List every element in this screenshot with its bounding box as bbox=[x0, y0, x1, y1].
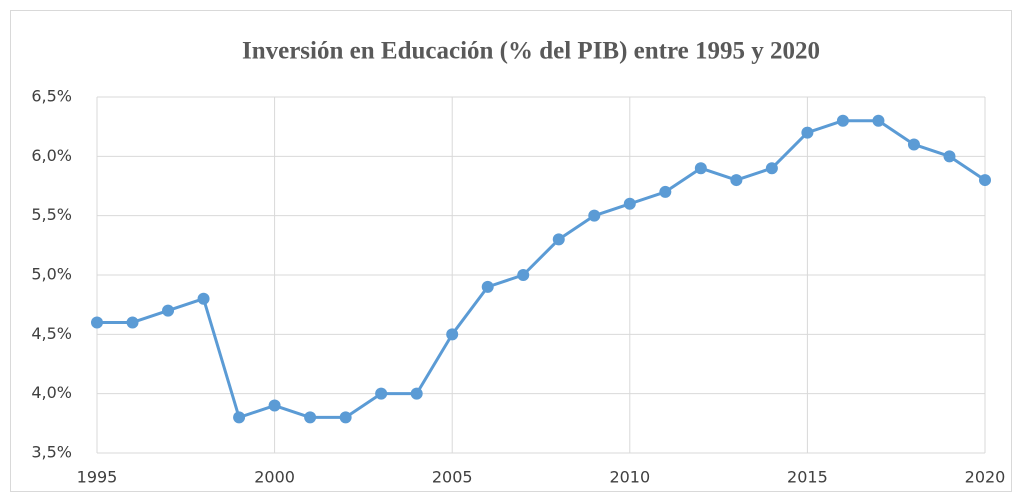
data-point bbox=[268, 399, 281, 412]
data-point bbox=[979, 174, 991, 187]
x-tick-label: 2005 bbox=[432, 468, 473, 487]
data-point bbox=[162, 304, 175, 317]
y-tick-label: 6,5% bbox=[31, 87, 72, 106]
data-point bbox=[517, 269, 530, 281]
data-point bbox=[694, 162, 707, 175]
y-tick-label: 4,0% bbox=[31, 383, 72, 402]
y-tick-label: 3,5% bbox=[31, 443, 72, 462]
data-point bbox=[552, 233, 565, 246]
y-tick-label: 6,0% bbox=[31, 146, 72, 165]
data-point bbox=[801, 126, 814, 139]
data-point bbox=[304, 411, 317, 424]
data-point bbox=[481, 280, 494, 293]
data-point bbox=[765, 162, 778, 175]
data-point bbox=[197, 292, 210, 305]
series-line bbox=[97, 119, 986, 419]
data-point bbox=[659, 185, 672, 198]
y-tick-label: 5,0% bbox=[31, 265, 72, 284]
data-point bbox=[446, 328, 459, 341]
data-point bbox=[730, 174, 743, 187]
data-point bbox=[233, 411, 246, 424]
data-point bbox=[410, 387, 423, 400]
x-tick-label: 2015 bbox=[787, 468, 828, 487]
y-tick-label: 4,5% bbox=[31, 324, 72, 343]
chart-title: Inversión en Educación (% del PIB) entre… bbox=[242, 38, 820, 65]
x-tick-label: 1995 bbox=[77, 468, 118, 487]
data-point bbox=[339, 411, 352, 424]
x-tick-label: 2020 bbox=[965, 468, 1006, 487]
x-tick-label: 2010 bbox=[609, 468, 650, 487]
data-point bbox=[91, 316, 103, 329]
data-point bbox=[623, 197, 636, 210]
x-tick-label: 2000 bbox=[254, 468, 295, 487]
chart-frame bbox=[10, 10, 1012, 492]
data-point bbox=[588, 209, 601, 222]
data-point bbox=[375, 387, 388, 400]
y-tick-label: 5,5% bbox=[31, 205, 72, 224]
data-point bbox=[872, 114, 885, 127]
data-point bbox=[126, 316, 139, 329]
data-point bbox=[943, 150, 956, 163]
data-point bbox=[907, 138, 920, 151]
data-point bbox=[836, 114, 849, 127]
